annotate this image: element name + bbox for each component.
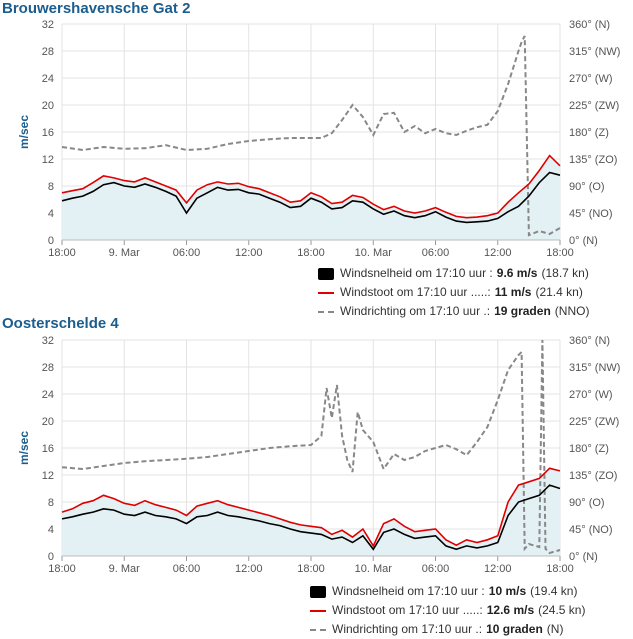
gust-area <box>62 468 560 556</box>
speed-line <box>61 171 561 224</box>
x-tick-label: 12:00 <box>235 563 263 575</box>
y-tick-label: 0 <box>48 551 54 563</box>
y2-tick-label: 270° (W) <box>569 389 613 401</box>
y2-tick-label: 180° (Z) <box>569 127 609 139</box>
legend-label: Windstoot om 17:10 uur .....: <box>332 603 483 617</box>
legend-value: 11 m/s <box>494 285 532 299</box>
y-tick-label: 12 <box>42 154 54 166</box>
y2-tick-label: 90° (O) <box>569 497 605 509</box>
x-tick-label: 10. Mar <box>355 563 393 575</box>
station-title-2: Oosterschelde 4 <box>2 315 119 332</box>
y-tick-label: 20 <box>42 100 54 112</box>
y-tick-label: 16 <box>42 443 54 455</box>
legend-direction: Windrichting om 17:10 uur .: 19 graden (… <box>318 302 589 321</box>
y-tick-label: 4 <box>48 524 54 536</box>
y-axis-label: m/sec <box>17 431 31 465</box>
x-tick-label: 06:00 <box>422 563 450 575</box>
y-tick-label: 8 <box>48 497 54 509</box>
y-tick-label: 24 <box>42 73 54 85</box>
y-axis-label: m/sec <box>17 115 31 149</box>
y-tick-label: 32 <box>42 19 54 31</box>
legend-gust: Windstoot om 17:10 uur .....: 12.6 m/s (… <box>310 601 585 620</box>
legend-extra: (18.7 kn) <box>541 266 589 280</box>
y-tick-label: 24 <box>42 389 54 401</box>
legend-label: Windstoot om 17:10 uur .....: <box>340 285 491 299</box>
gust-swatch-icon <box>310 605 326 617</box>
legend-direction: Windrichting om 17:10 uur .: 10 graden (… <box>310 620 585 639</box>
y-tick-label: 0 <box>48 235 54 247</box>
legend-2: Windsnelheid om 17:10 uur : 10 m/s (19.4… <box>310 582 585 639</box>
y2-tick-label: 270° (W) <box>569 73 613 85</box>
legend-extra: (19.4 kn) <box>530 584 578 598</box>
legend-label: Windsnelheid om 17:10 uur : <box>340 266 493 280</box>
y2-tick-label: 45° (NO) <box>569 208 613 220</box>
x-tick-label: 10. Mar <box>355 247 393 259</box>
legend-extra: (N) <box>546 622 564 636</box>
x-tick-label: 12:00 <box>484 247 512 259</box>
y2-tick-label: 180° (Z) <box>569 443 609 455</box>
legend-value: 10 m/s <box>488 584 527 598</box>
wind-chart-2: 0 4 8 12 16 20 24 28 32 0° (N) 45° (NO) 90° (O) 135°… <box>17 335 620 575</box>
y-tick-label: 12 <box>42 470 54 482</box>
x-tick-label: 18:00 <box>297 247 325 259</box>
station-title-1: Brouwershavensche Gat 2 <box>2 0 191 17</box>
y-tick-label: 28 <box>42 362 54 374</box>
x-tick-label: 12:00 <box>235 247 263 259</box>
y2-tick-label: 135° (ZO) <box>569 154 617 166</box>
gust-line <box>61 467 561 548</box>
x-tick-label: 18:00 <box>48 247 76 259</box>
x-tick-label: 9. Mar <box>109 563 141 575</box>
speed-line <box>61 484 561 551</box>
legend-label: Windrichting om 17:10 uur .: <box>340 304 491 318</box>
direction-line <box>61 339 561 555</box>
legend-extra: (NNO) <box>554 304 590 318</box>
gust-swatch-icon <box>318 287 334 299</box>
y-tick-label: 8 <box>48 181 54 193</box>
legend-speed: Windsnelheid om 17:10 uur : 10 m/s (19.4… <box>310 582 585 601</box>
y2-tick-label: 225° (ZW) <box>569 100 619 112</box>
y2-tick-label: 0° (N) <box>569 551 598 563</box>
wind-chart-1: 0 4 8 12 16 20 24 28 32 0° (N) 45° (NO) 90° (O) 135°… <box>17 19 620 259</box>
gust-line <box>61 154 561 219</box>
legend-1: Windsnelheid om 17:10 uur : 9.6 m/s (18.… <box>318 264 589 321</box>
direction-swatch-icon <box>318 306 334 318</box>
y-tick-label: 4 <box>48 208 54 220</box>
direction-line <box>61 35 561 237</box>
legend-label: Windrichting om 17:10 uur .: <box>332 622 483 636</box>
legend-extra: (21.4 kn) <box>535 285 583 299</box>
legend-value: 9.6 m/s <box>496 266 538 280</box>
y2-tick-label: 135° (ZO) <box>569 470 617 482</box>
y2-tick-label: 315° (NW) <box>569 46 620 58</box>
y-tick-label: 32 <box>42 335 54 347</box>
x-tick-label: 9. Mar <box>109 247 141 259</box>
x-tick-label: 06:00 <box>422 247 450 259</box>
x-tick-label: 18:00 <box>546 563 574 575</box>
y2-tick-label: 90° (O) <box>569 181 605 193</box>
y2-tick-label: 360° (N) <box>569 19 610 31</box>
x-tick-label: 18:00 <box>48 563 76 575</box>
x-tick-label: 06:00 <box>173 247 201 259</box>
direction-swatch-icon <box>310 624 326 636</box>
speed-swatch-icon <box>318 267 334 280</box>
y2-tick-label: 0° (N) <box>569 235 598 247</box>
legend-gust: Windstoot om 17:10 uur .....: 11 m/s (21… <box>318 283 589 302</box>
x-tick-label: 18:00 <box>297 563 325 575</box>
legend-value: 19 graden <box>494 304 551 318</box>
y2-tick-label: 360° (N) <box>569 335 610 347</box>
y-tick-label: 28 <box>42 46 54 58</box>
legend-speed: Windsnelheid om 17:10 uur : 9.6 m/s (18.… <box>318 264 589 283</box>
speed-swatch-icon <box>310 585 326 598</box>
y2-tick-label: 45° (NO) <box>569 524 613 536</box>
legend-extra: (24.5 kn) <box>538 603 586 617</box>
y-tick-label: 20 <box>42 416 54 428</box>
y-tick-label: 16 <box>42 127 54 139</box>
legend-label: Windsnelheid om 17:10 uur : <box>332 584 485 598</box>
x-tick-label: 06:00 <box>173 563 201 575</box>
legend-value: 12.6 m/s <box>486 603 535 617</box>
x-tick-label: 18:00 <box>546 247 574 259</box>
x-tick-label: 12:00 <box>484 563 512 575</box>
y2-tick-label: 225° (ZW) <box>569 416 619 428</box>
y2-tick-label: 315° (NW) <box>569 362 620 374</box>
legend-value: 10 graden <box>486 622 543 636</box>
